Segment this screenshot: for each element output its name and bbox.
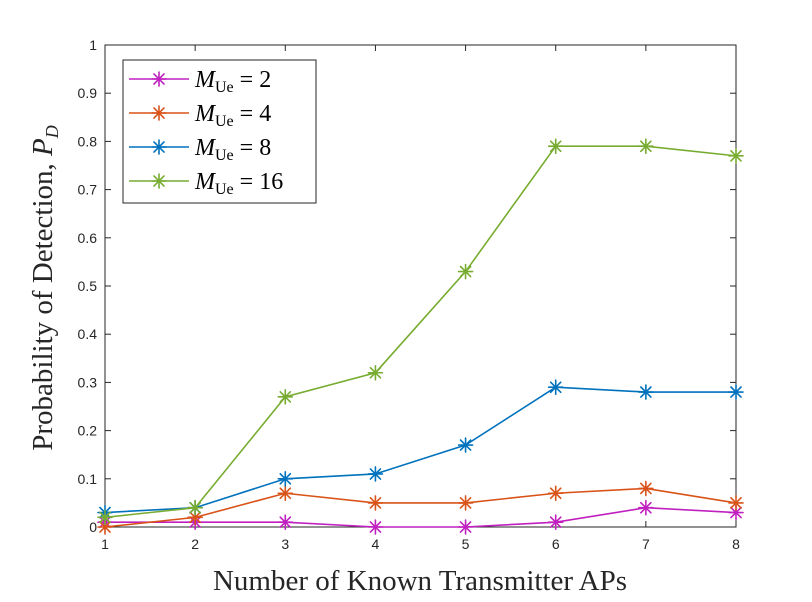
data-point	[277, 514, 294, 530]
y-tick-label: 0.2	[78, 423, 98, 439]
data-point	[97, 509, 113, 526]
data-point	[151, 105, 167, 121]
data-point	[151, 173, 167, 189]
y-tick-label: 0.6	[78, 230, 98, 246]
data-point	[277, 389, 294, 405]
x-tick-label: 8	[732, 536, 740, 552]
legend-label: MUe = 8	[194, 135, 271, 164]
data-point	[277, 470, 294, 487]
data-point	[547, 514, 564, 530]
data-point	[728, 148, 744, 164]
y-tick-label: 0	[89, 519, 97, 535]
data-point	[457, 263, 474, 280]
series-16	[97, 138, 744, 526]
legend-entry: MUe = 2	[129, 67, 271, 96]
x-axis-label: Number of Known Transmitter APs	[213, 565, 627, 597]
data-point	[151, 139, 167, 155]
series-line	[105, 506, 737, 528]
data-point	[457, 519, 474, 535]
data-point	[187, 499, 203, 516]
data-point	[547, 379, 564, 396]
data-point	[367, 495, 384, 511]
y-tick-label: 0.3	[78, 374, 98, 390]
y-tick-label: 0.9	[78, 85, 98, 101]
data-point	[277, 485, 294, 502]
legend-entry: MUe = 16	[129, 169, 283, 198]
data-point	[367, 364, 384, 381]
data-point	[638, 480, 654, 497]
data-point	[151, 71, 167, 87]
legend-label: MUe = 2	[194, 67, 271, 96]
x-tick-label: 3	[281, 536, 289, 552]
y-tick-label: 0.1	[78, 471, 98, 487]
series-4	[97, 480, 744, 535]
y-axis-label: Probability of Detection, PD	[27, 125, 62, 451]
x-tick-label: 6	[552, 536, 560, 552]
axes-ticks: 1 2 3 4 5 6 7 8 0 0.1 0.2 0.3 0.4 0.5 0.6 0.7 0.8 0.9 1	[78, 37, 741, 552]
legend: MUe = 2 MUe = 4 MUe = 8 MUe = 16	[122, 59, 317, 204]
series-line	[104, 386, 736, 514]
data-point	[547, 485, 564, 502]
data-point	[547, 138, 564, 155]
legend-entry: MUe = 4	[129, 101, 271, 130]
data-point	[187, 509, 203, 526]
y-tick-label: 0.7	[78, 182, 98, 198]
legend-label: MUe = 16	[194, 169, 283, 198]
series-line	[104, 145, 737, 519]
series-group	[97, 138, 744, 535]
data-point	[638, 499, 654, 516]
data-point	[638, 138, 654, 155]
data-point	[367, 466, 384, 482]
y-tick-label: 0.5	[78, 278, 98, 294]
y-axis-label-subscript: D	[42, 125, 62, 139]
data-point	[367, 519, 384, 535]
legend-label: MUe = 4	[194, 101, 271, 130]
x-tick-label: 5	[462, 536, 470, 552]
x-tick-label: 2	[191, 536, 199, 552]
data-point	[97, 519, 113, 535]
legend-box	[122, 59, 317, 204]
y-axis-label-text: Probability of Detection,	[27, 156, 59, 451]
series-line	[104, 487, 737, 528]
data-point	[728, 384, 744, 400]
data-point	[457, 437, 474, 453]
legend-entry: MUe = 8	[129, 135, 271, 164]
y-axis-label-symbol: P	[27, 138, 59, 157]
y-tick-label: 0.8	[78, 133, 98, 149]
x-tick-label: 1	[101, 536, 109, 552]
y-tick-label: 0.4	[78, 326, 98, 342]
data-point	[638, 384, 654, 400]
data-point	[728, 495, 744, 511]
x-tick-label: 7	[642, 536, 650, 552]
y-tick-label: 1	[89, 37, 97, 53]
series-2	[97, 499, 744, 535]
data-point	[457, 495, 474, 511]
x-tick-label: 4	[372, 536, 380, 552]
